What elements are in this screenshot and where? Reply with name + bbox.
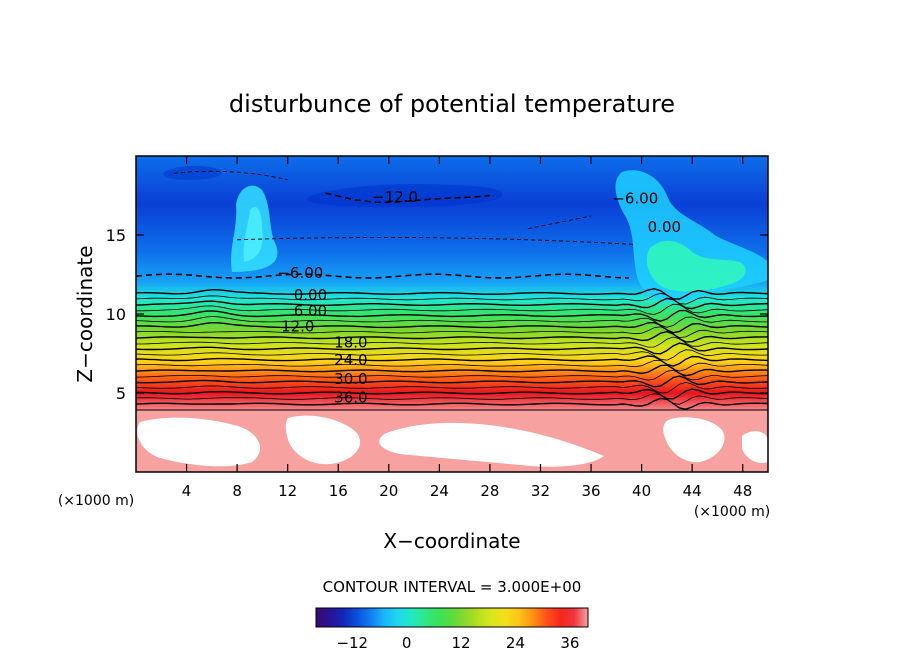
- contour-label: 30.0: [334, 370, 367, 388]
- contour-line: [136, 355, 768, 367]
- x-tick-label: 48: [733, 482, 752, 500]
- x-axis-unit-left: (×1000 m): [58, 493, 134, 509]
- contour-line: [136, 342, 768, 355]
- contour-line-negative: [173, 170, 288, 181]
- contour-line: [136, 316, 768, 328]
- contour-label: 36.0: [334, 389, 367, 407]
- contour-label: 0.00: [648, 218, 681, 236]
- contour-label: −6.00: [612, 190, 658, 208]
- x-tick-label: 16: [329, 482, 348, 500]
- colorbar-ticks: −12 0 12 24 36: [336, 634, 579, 652]
- top-left-dark-cell: [163, 165, 222, 180]
- contour-label: 6.00: [294, 302, 327, 320]
- chart-title: disturbunce of potential temperature: [229, 90, 675, 118]
- contour-line: [136, 288, 768, 300]
- colorbar-tick-label: 0: [402, 634, 412, 652]
- contour-line: [136, 381, 768, 394]
- y-axis-label: Z−coordinate: [73, 245, 97, 382]
- upper-dark-cell: [307, 184, 503, 208]
- contour-line: [136, 336, 768, 348]
- contour-label: 0.00: [294, 286, 327, 304]
- contour-line: [136, 303, 768, 315]
- contour-labels: −12.0−6.000.006.0012.018.024.030.036.0−6…: [277, 188, 681, 407]
- x-tick-label: 44: [683, 482, 702, 500]
- contour-label: 12.0: [281, 318, 314, 336]
- colorbar-tick-label: 36: [560, 634, 579, 652]
- x-tick-label: 12: [278, 482, 297, 500]
- y-tick-label: 5: [116, 384, 126, 403]
- y-axis-ticks: 5 10 15: [106, 226, 768, 403]
- contour-label: 18.0: [334, 333, 367, 351]
- contour-line: [136, 330, 768, 343]
- contour-line: [136, 292, 768, 305]
- contour-lines: [136, 170, 768, 410]
- y-tick-label: 15: [106, 226, 126, 245]
- contour-interval-text: CONTOUR INTERVAL = 3.000E+00: [323, 578, 582, 596]
- y-tick-label: 10: [106, 305, 126, 324]
- x-tick-label: 28: [480, 482, 499, 500]
- contour-line: [136, 349, 768, 361]
- x-axis-unit-right: (×1000 m): [694, 504, 770, 520]
- contour-line-negative: [325, 192, 490, 204]
- contour-label: −6.00: [277, 264, 323, 282]
- contour-line-negative: [237, 236, 636, 245]
- contour-line-negative: [527, 215, 592, 230]
- colorbar-tick-label: −12: [336, 634, 368, 652]
- x-tick-label: 32: [531, 482, 550, 500]
- colorbar-tick-label: 24: [506, 634, 525, 652]
- contour-line: [136, 321, 768, 334]
- contour-line: [136, 397, 768, 410]
- contour-line-negative: [136, 273, 630, 279]
- contour-line: [136, 364, 768, 377]
- contour-line: [136, 297, 768, 310]
- left-plume-core: [243, 206, 263, 262]
- bottom-white-patches: [137, 415, 768, 467]
- x-tick-label: 8: [232, 482, 242, 500]
- x-axis-ticks: 4 8 12 16 20 24 28 32 36 40 44 48: [182, 156, 752, 500]
- contour-line: [136, 388, 768, 400]
- contour-label: −12.0: [372, 188, 418, 206]
- contour-line: [136, 309, 768, 322]
- contour-line: [136, 369, 768, 381]
- x-axis-label: X−coordinate: [383, 529, 520, 553]
- x-tick-label: 24: [430, 482, 449, 500]
- plot-area: −12.0−6.000.006.0012.018.024.030.036.0−6…: [136, 156, 768, 472]
- contour-label: 24.0: [334, 351, 367, 369]
- x-tick-label: 40: [632, 482, 651, 500]
- x-tick-label: 4: [182, 482, 192, 500]
- colorbar-tick-label: 12: [452, 634, 471, 652]
- right-plume-core: [646, 240, 746, 292]
- x-tick-label: 36: [581, 482, 600, 500]
- colorbar: −12 0 12 24 36: [315, 607, 589, 652]
- x-tick-label: 20: [379, 482, 398, 500]
- colorbar-fill: [315, 607, 589, 628]
- contour-line: [136, 375, 768, 388]
